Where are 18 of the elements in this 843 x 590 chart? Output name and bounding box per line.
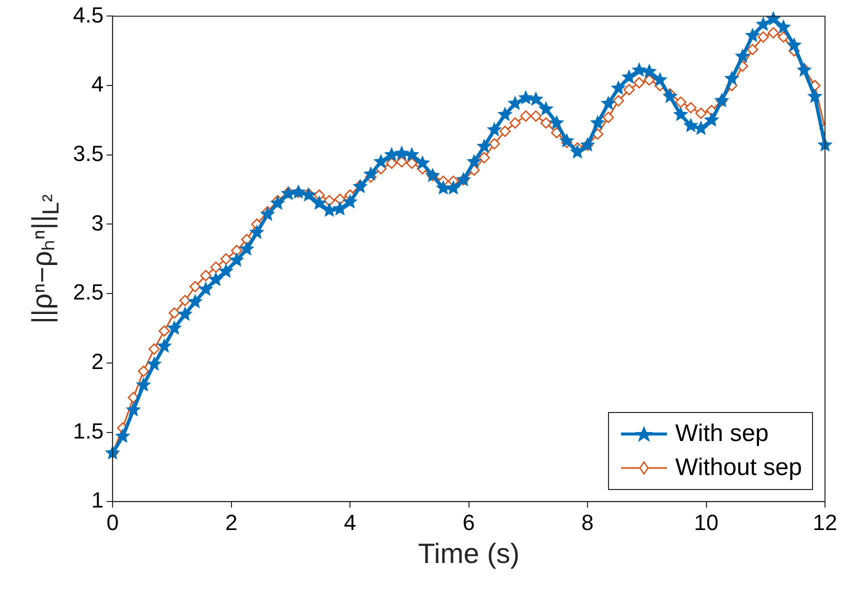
x-tick-label: 6 [462, 510, 475, 535]
legend-label: Without sep [675, 454, 802, 482]
y-tick-label: 1.5 [72, 418, 104, 444]
y-tick-label: 1 [91, 488, 104, 513]
y-tick-label: 2.5 [72, 280, 104, 305]
y-tick-label: 4.5 [72, 2, 104, 28]
x-axis-title: Time (s) [418, 538, 520, 570]
y-tick-label: 3 [91, 210, 104, 236]
x-tick-label: 2 [225, 510, 238, 535]
legend-label: With sep [675, 420, 769, 448]
x-tick-label: 10 [694, 510, 719, 535]
y-tick-label: 2 [91, 348, 104, 374]
x-tick-label: 0 [106, 510, 119, 535]
y-tick-label: 4 [91, 72, 104, 97]
x-tick-label: 4 [344, 510, 356, 535]
y-tick-label: 3.5 [72, 140, 104, 166]
x-tick-label: 8 [581, 510, 594, 535]
x-tick-label: 12 [812, 510, 838, 535]
